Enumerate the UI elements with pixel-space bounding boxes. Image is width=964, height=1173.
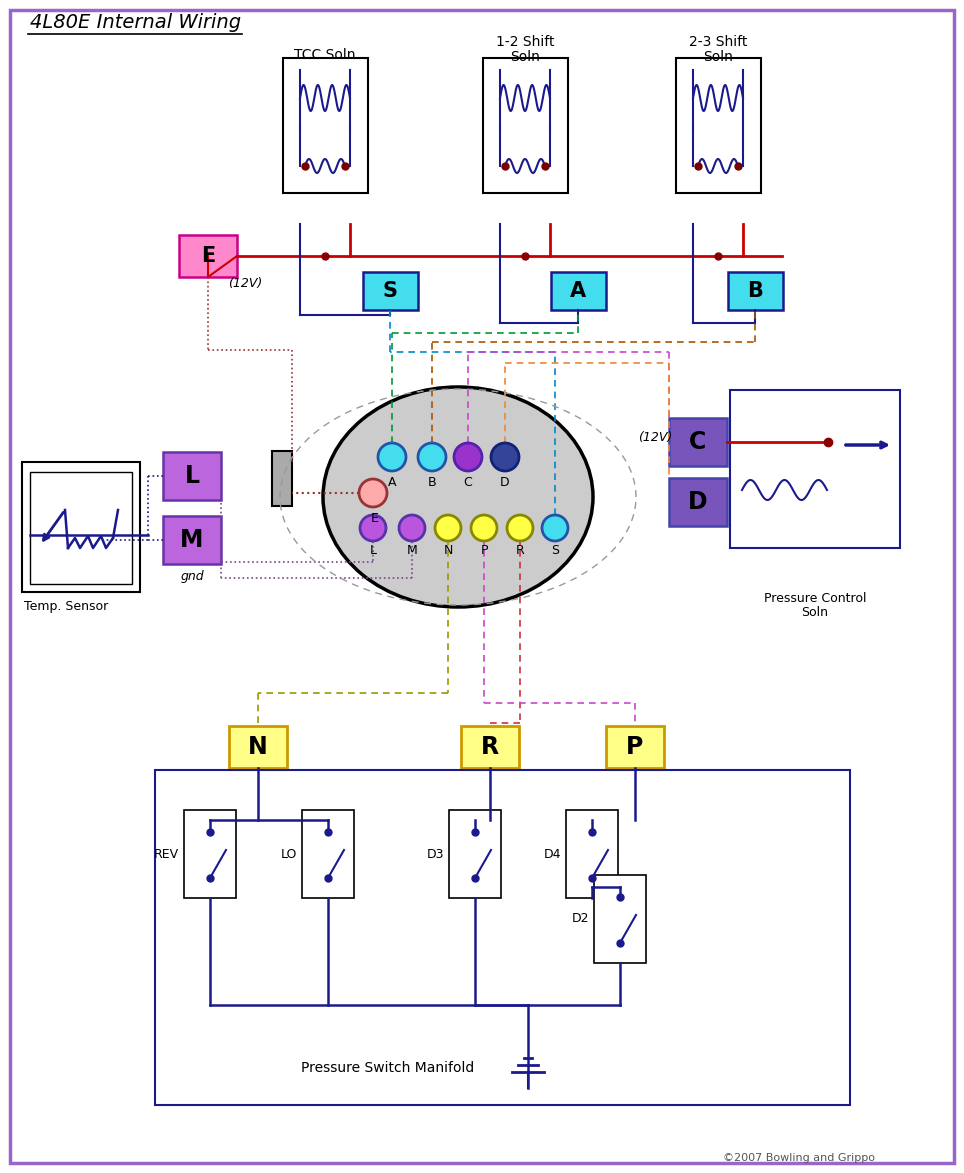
Text: ©2007 Bowling and Grippo: ©2007 Bowling and Grippo (723, 1153, 875, 1162)
Circle shape (378, 443, 406, 472)
Text: A: A (570, 282, 586, 301)
Text: E: E (371, 511, 379, 524)
FancyBboxPatch shape (363, 272, 418, 310)
Text: E: E (201, 246, 215, 266)
Text: P: P (627, 735, 644, 759)
FancyBboxPatch shape (551, 272, 606, 310)
Text: Temp. Sensor: Temp. Sensor (24, 601, 108, 613)
Text: LO: LO (281, 848, 297, 861)
Circle shape (471, 515, 497, 541)
Text: L: L (369, 543, 377, 556)
Text: Pressure Switch Manifold: Pressure Switch Manifold (302, 1062, 474, 1074)
FancyBboxPatch shape (606, 726, 664, 768)
Text: B: B (747, 282, 763, 301)
FancyBboxPatch shape (30, 472, 132, 584)
Text: D2: D2 (572, 913, 589, 925)
FancyBboxPatch shape (449, 811, 501, 899)
Ellipse shape (323, 387, 593, 606)
Text: A: A (388, 475, 396, 488)
Text: gnd: gnd (180, 570, 203, 583)
Circle shape (435, 515, 461, 541)
FancyBboxPatch shape (179, 235, 237, 277)
Circle shape (542, 515, 568, 541)
FancyBboxPatch shape (676, 57, 761, 194)
Text: TCC Soln: TCC Soln (294, 48, 356, 62)
Text: S: S (551, 543, 559, 556)
Text: Soln: Soln (801, 606, 828, 619)
FancyBboxPatch shape (302, 811, 354, 899)
Text: L: L (184, 465, 200, 488)
FancyBboxPatch shape (283, 57, 368, 194)
FancyBboxPatch shape (272, 450, 292, 506)
Text: 4L80E Internal Wiring: 4L80E Internal Wiring (30, 13, 241, 32)
Circle shape (399, 515, 425, 541)
Text: Soln: Soln (510, 50, 540, 65)
FancyBboxPatch shape (728, 272, 783, 310)
Text: S: S (383, 282, 397, 301)
FancyBboxPatch shape (163, 452, 221, 500)
FancyBboxPatch shape (22, 462, 140, 592)
Text: (12V): (12V) (638, 432, 672, 445)
Text: M: M (407, 543, 417, 556)
Text: B: B (428, 475, 437, 488)
Circle shape (418, 443, 446, 472)
Text: C: C (464, 475, 472, 488)
Circle shape (491, 443, 519, 472)
Text: N: N (443, 543, 453, 556)
Circle shape (454, 443, 482, 472)
Text: M: M (180, 528, 203, 552)
FancyBboxPatch shape (10, 11, 954, 1162)
Circle shape (507, 515, 533, 541)
FancyBboxPatch shape (483, 57, 568, 194)
Text: R: R (481, 735, 499, 759)
Text: N: N (248, 735, 268, 759)
Text: Pressure Control: Pressure Control (763, 591, 867, 604)
Text: 1-2 Shift: 1-2 Shift (495, 35, 554, 49)
FancyBboxPatch shape (229, 726, 287, 768)
FancyBboxPatch shape (163, 516, 221, 564)
FancyBboxPatch shape (669, 479, 727, 526)
Text: C: C (689, 430, 707, 454)
Text: (12V): (12V) (228, 277, 262, 290)
Text: Soln: Soln (703, 50, 733, 65)
FancyBboxPatch shape (594, 875, 646, 963)
FancyBboxPatch shape (730, 389, 900, 548)
FancyBboxPatch shape (566, 811, 618, 899)
Text: D3: D3 (426, 848, 444, 861)
FancyBboxPatch shape (669, 418, 727, 466)
Circle shape (359, 479, 387, 507)
FancyBboxPatch shape (184, 811, 236, 899)
Text: D: D (500, 475, 510, 488)
Text: R: R (516, 543, 524, 556)
Text: 2-3 Shift: 2-3 Shift (689, 35, 747, 49)
Text: P: P (480, 543, 488, 556)
FancyBboxPatch shape (155, 769, 850, 1105)
FancyBboxPatch shape (461, 726, 519, 768)
Text: D4: D4 (544, 848, 561, 861)
Text: D: D (688, 490, 708, 514)
Text: REV: REV (154, 848, 179, 861)
Circle shape (360, 515, 386, 541)
